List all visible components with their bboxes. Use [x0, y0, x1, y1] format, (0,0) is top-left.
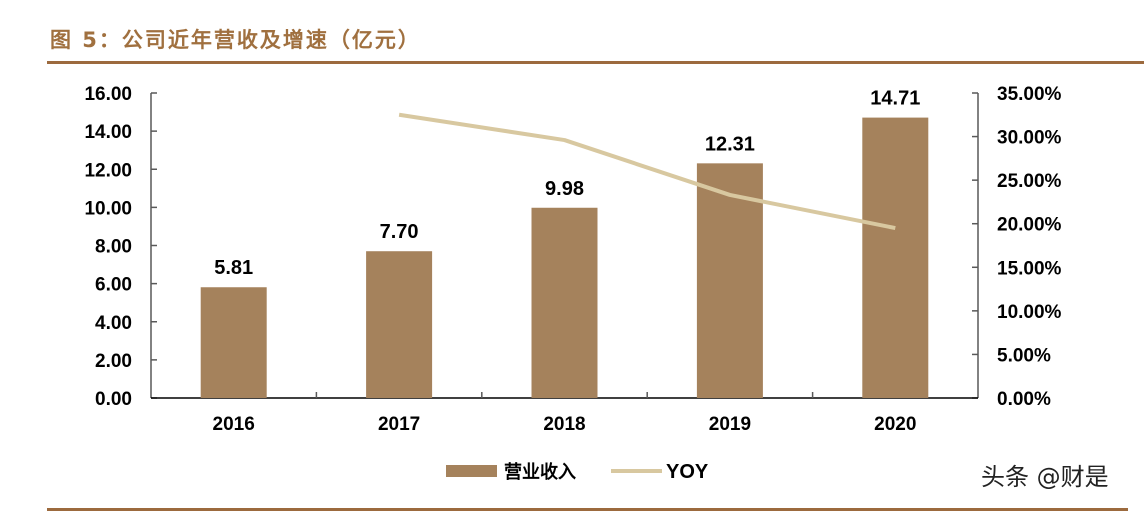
revenue-bar: [200, 287, 267, 398]
right-axis-tick-label: 15.00%: [997, 258, 1062, 279]
yoy-line: [398, 112, 896, 231]
x-axis-category-label: 2016: [213, 414, 255, 435]
x-axis-category-label: 2020: [874, 414, 916, 435]
left-axis-tick-label: 0.00: [95, 389, 132, 410]
left-axis-tick-label: 6.00: [95, 275, 132, 296]
revenue-bar: [531, 207, 598, 398]
bar-value-label: 7.70: [380, 221, 419, 243]
left-axis-tick-label: 4.00: [95, 313, 132, 334]
right-y-axis: 0.00% 5.00% 10.00% 15.00% 20.00% 25.00% 30.00%…: [972, 84, 1062, 410]
x-axis-category-label: 2018: [543, 414, 585, 435]
right-axis-tick-label: 30.00%: [997, 128, 1062, 149]
bottom-divider: [47, 508, 1128, 511]
revenue-bar: [696, 163, 763, 398]
revenue-bar: [366, 251, 433, 398]
left-axis-tick-label: 10.00: [84, 198, 132, 219]
bar-data-labels: 5.81 7.70 9.98 12.31 14.71: [214, 88, 920, 280]
yoy-polyline: [398, 112, 896, 231]
left-axis-tick-label: 8.00: [95, 237, 132, 258]
bar-value-label: 5.81: [214, 257, 253, 279]
watermark: 头条 @财是: [981, 463, 1109, 491]
right-axis-tick-label: 35.00%: [997, 84, 1062, 105]
left-axis-tick-label: 16.00: [84, 84, 132, 105]
left-axis-tick-label: 12.00: [84, 160, 132, 181]
left-axis-tick-label: 14.00: [84, 122, 132, 143]
x-axis-category-label: 2017: [378, 414, 420, 435]
legend-label-yoy: YOY: [666, 461, 709, 483]
legend: 营业收入 YOY: [446, 461, 709, 483]
bar-value-label: 14.71: [870, 88, 920, 110]
revenue-bar: [862, 117, 929, 398]
right-axis-tick-label: 10.00%: [997, 302, 1062, 323]
x-axis-category-label: 2019: [709, 414, 751, 435]
chart-title: 图 5：公司近年营收及增速（亿元）: [50, 28, 421, 52]
legend-label-revenue: 营业收入: [504, 461, 576, 483]
right-axis-tick-label: 5.00%: [997, 345, 1051, 366]
x-axis: 2016 2017 2018 2019 2020: [151, 392, 978, 435]
title-divider: [47, 61, 1144, 64]
left-axis-tick-label: 2.00: [95, 351, 132, 372]
legend-swatch-revenue: [446, 465, 497, 477]
bar-value-label: 12.31: [705, 133, 755, 155]
bar-value-label: 9.98: [545, 178, 584, 200]
left-y-axis: 0.00 2.00 4.00 6.00 8.00 10.00 12.00 14.00 16.00: [84, 84, 157, 410]
right-axis-tick-label: 20.00%: [997, 215, 1062, 236]
revenue-bars: [200, 117, 929, 398]
right-axis-tick-label: 0.00%: [997, 389, 1051, 410]
right-axis-tick-label: 25.00%: [997, 171, 1062, 192]
